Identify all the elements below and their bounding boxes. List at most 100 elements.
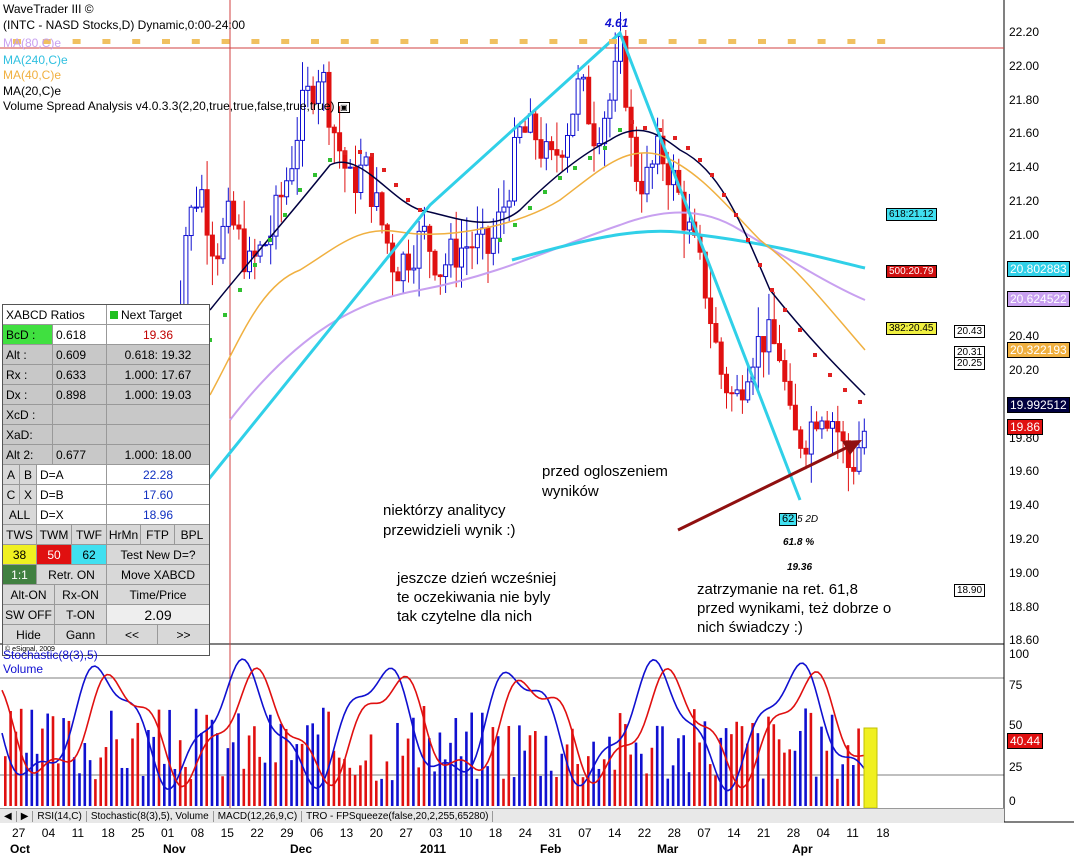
volume-bar [454, 718, 458, 806]
t-on-button[interactable]: T-ON [55, 605, 107, 624]
volume-bar [115, 739, 118, 806]
volume-bar [141, 775, 145, 806]
target-tag-3: 20.25 [954, 357, 986, 370]
volume-bar [120, 767, 124, 806]
candle-body [353, 166, 358, 194]
candle-body [278, 194, 284, 198]
candle-body [501, 206, 507, 213]
d-point-label: 62 [779, 513, 798, 526]
tws-button[interactable]: TWS [3, 525, 37, 544]
candle-body [453, 238, 459, 268]
volume-bar [624, 724, 627, 806]
tw-value-50[interactable]: 50 [37, 545, 72, 564]
prev-button[interactable]: << [107, 625, 158, 644]
volume-bar [67, 720, 71, 806]
candle-body [559, 154, 565, 158]
volume-bar [332, 750, 336, 806]
volume-bar [231, 742, 235, 806]
retr-on-button[interactable]: Retr. ON [37, 565, 107, 584]
one-to-one-button[interactable]: 1:1 [3, 565, 37, 584]
cycle-marker [817, 39, 826, 44]
volume-bar [189, 779, 193, 806]
volume-bar [173, 768, 177, 806]
volume-bar [247, 735, 251, 806]
price-tick: 19.40 [1009, 498, 1040, 513]
ma20-line [209, 129, 866, 396]
alt-on-button[interactable]: Alt-ON [3, 585, 55, 604]
candle-body [602, 117, 608, 145]
vsa-label: Volume Spread Analysis v4.0.3.3(2,20,tru… [3, 99, 350, 113]
next-button[interactable]: >> [158, 625, 209, 644]
volume-bar [793, 750, 797, 806]
tab-stochastic[interactable]: Stochastic(8(3),5), Volume [87, 810, 214, 822]
volume-bar [565, 744, 569, 806]
tab-tro[interactable]: TRO - FPSqueeze(false,20,2,255,65280) [302, 810, 494, 822]
hrmn-button[interactable]: HrMn [107, 525, 141, 544]
gann-button[interactable]: Gann [55, 625, 107, 644]
bpl-button[interactable]: BPL [175, 525, 209, 544]
abd-button[interactable]: A [3, 465, 20, 484]
volume-bar [422, 706, 426, 806]
ratio-row: Rx :0.633 1.000: 17.67 [3, 364, 209, 384]
hide-button[interactable]: Hide [3, 625, 55, 644]
lock-icon[interactable]: ▣ [337, 102, 350, 113]
candle-body [761, 336, 767, 353]
ftp-button[interactable]: FTP [141, 525, 175, 544]
candle-body [830, 421, 835, 429]
candle-body [395, 271, 401, 282]
abd-button[interactable]: X [20, 485, 37, 504]
trend-dot [686, 146, 690, 150]
volume-bar [311, 723, 314, 806]
cycle-marker [489, 39, 498, 44]
tab-macd[interactable]: MACD(12,26,9,C) [214, 810, 303, 822]
price-tick: 21.20 [1009, 194, 1040, 208]
volume-bar [534, 731, 537, 806]
trend-dot [268, 238, 272, 242]
volume-bar [698, 742, 701, 806]
tab-rsi[interactable]: RSI(14,C) [33, 810, 87, 822]
volume-bar [417, 767, 420, 806]
rx-on-button[interactable]: Rx-ON [55, 585, 107, 604]
ma80-value: 20.624522 [1007, 291, 1070, 307]
ratio-key: XcD : [3, 405, 53, 424]
volume-bar [587, 756, 590, 806]
tab-scroll-left-icon[interactable]: ◀ [0, 810, 17, 822]
volume-bar [608, 736, 611, 806]
volume-bar [369, 734, 373, 806]
pct-label: 61.8 % [783, 537, 815, 548]
volume-bar [428, 738, 431, 806]
volume-bar [433, 771, 436, 806]
move-xabcd-button[interactable]: Move XABCD [107, 565, 209, 584]
candle-body [411, 267, 417, 271]
volume-bar [682, 735, 685, 806]
test-new-button[interactable]: Test New D=? [107, 545, 209, 564]
tab-scroll-right-icon[interactable]: ▶ [17, 810, 34, 822]
target-tag-4: 18.90 [954, 584, 986, 597]
abd-button[interactable]: C [3, 485, 20, 504]
abd-button[interactable]: B [20, 465, 37, 484]
candle-body [554, 149, 560, 156]
volume-bar [804, 708, 807, 806]
volume-bar [131, 738, 134, 806]
panel-title: XABCD Ratios [3, 305, 107, 324]
volume-bar [290, 760, 293, 806]
stoch-tick: 100 [1009, 647, 1030, 661]
time-price-button[interactable]: Time/Price [107, 585, 209, 604]
twf-button[interactable]: TWF [72, 525, 107, 544]
sw-off-button[interactable]: SW OFF [3, 605, 55, 624]
candle-body [713, 323, 719, 343]
cycle-marker [698, 39, 707, 44]
peak-label: 4.61 [605, 16, 629, 30]
volume-bar [470, 712, 473, 806]
volume-bar [528, 735, 532, 806]
candle-body [305, 85, 311, 91]
trend-dot [658, 128, 662, 132]
ratio-target: 1.000: 18.00 [107, 445, 209, 464]
volume-bar [629, 754, 632, 806]
x-tick: 11 [71, 826, 85, 840]
last-price: 19.86 [1007, 419, 1044, 435]
tw-value-62[interactable]: 62 [72, 545, 107, 564]
abd-button[interactable]: ALL [3, 505, 37, 524]
twm-button[interactable]: TWM [37, 525, 72, 544]
tw-value-38[interactable]: 38 [3, 545, 37, 564]
